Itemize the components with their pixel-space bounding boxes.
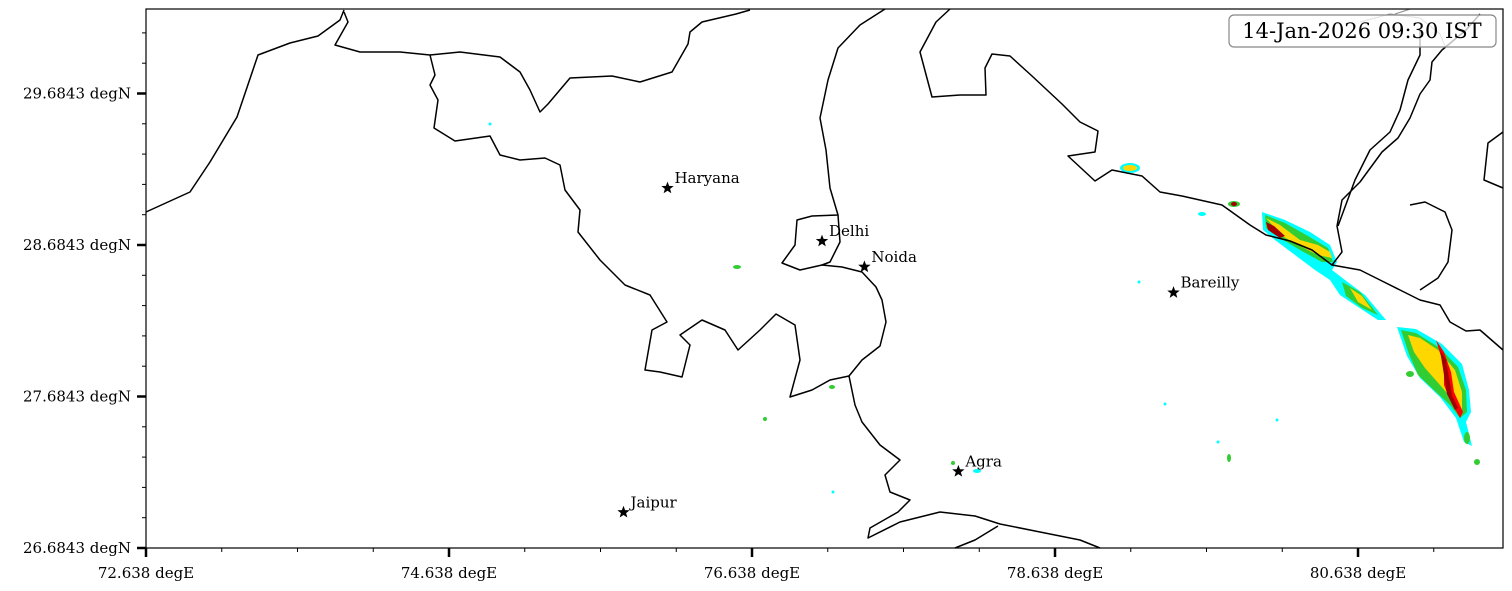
- y-tick-label: 27.6843 degN: [23, 387, 131, 405]
- city-star-icon: [1167, 286, 1180, 298]
- precip-cell: [733, 265, 741, 269]
- precipitation-layer: [488, 122, 1480, 494]
- precip-cell: [1123, 165, 1137, 171]
- city-label: Agra: [964, 452, 1002, 470]
- city-star-icon: [661, 181, 674, 194]
- timestamp-label: 14-Jan-2026 09:30 IST: [1242, 19, 1481, 43]
- precip-cell: [1163, 402, 1167, 406]
- precip-cell: [1275, 418, 1279, 422]
- city-label: Jaipur: [629, 493, 678, 511]
- precip-cell: [1198, 212, 1206, 216]
- y-tick-label: 29.6843 degN: [23, 84, 131, 102]
- city-star-icon: [617, 505, 630, 518]
- axes: 72.638 degE 74.638 degE 76.638 degE 78.638 …: [23, 32, 1435, 582]
- precip-cell: [1137, 280, 1141, 284]
- precip-cell: [488, 122, 492, 126]
- x-tick-label: 72.638 degE: [98, 564, 194, 582]
- city-star-icon: [815, 234, 829, 247]
- precip-cell: [1266, 222, 1285, 238]
- timestamp-box: 14-Jan-2026 09:30 IST: [1228, 14, 1497, 48]
- precip-cell: [1474, 459, 1480, 465]
- x-tick-label: 78.638 degE: [1007, 564, 1103, 582]
- precip-cell: [951, 461, 955, 465]
- precip-cell: [1464, 432, 1470, 444]
- x-tick-label: 80.638 degE: [1310, 564, 1406, 582]
- precip-cell: [1406, 371, 1414, 377]
- city-label: Bareilly: [1180, 274, 1239, 292]
- precip-cell: [973, 469, 981, 473]
- y-tick-label: 28.6843 degN: [23, 236, 131, 254]
- city-label: Noida: [871, 248, 917, 266]
- precip-cell: [829, 385, 835, 389]
- city-label: Delhi: [829, 222, 869, 240]
- y-tick-label: 26.6843 degN: [23, 539, 131, 557]
- precip-cell: [1227, 454, 1231, 462]
- precip-cell: [1231, 202, 1237, 206]
- map-frame: [145, 8, 1504, 549]
- precip-cell: [1266, 218, 1372, 310]
- city-star-icon: [858, 260, 871, 273]
- precip-cell: [1216, 440, 1220, 444]
- x-tick-label: 76.638 degE: [704, 564, 800, 582]
- city-star-icon: [952, 464, 965, 477]
- precip-cell: [1440, 350, 1458, 410]
- x-tick-label: 74.638 degE: [401, 564, 497, 582]
- city-label: Haryana: [674, 169, 739, 187]
- precip-cell: [763, 417, 767, 421]
- precip-cell: [831, 490, 835, 494]
- state-boundaries: [145, 8, 1504, 549]
